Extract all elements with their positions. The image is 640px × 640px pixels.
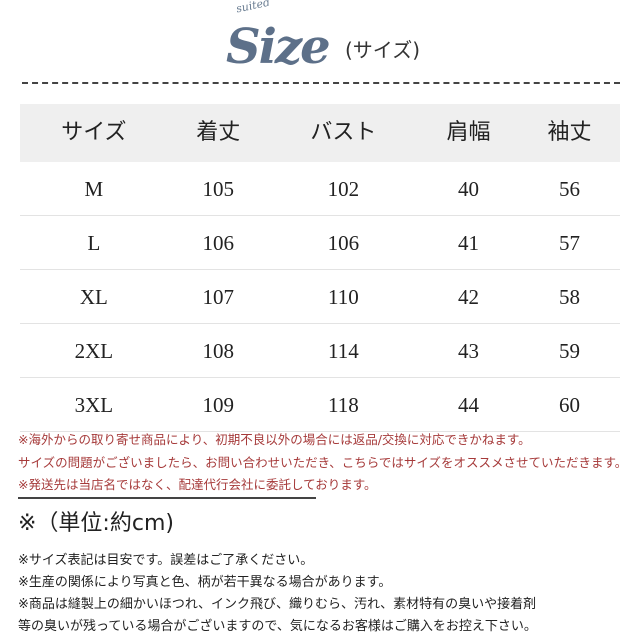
table-cell: XL: [20, 269, 168, 324]
table-cell: 105: [167, 162, 269, 216]
logo-size-text: Size: [226, 19, 331, 75]
header-cell: 肩幅: [418, 104, 519, 162]
header-cell: 袖丈: [518, 104, 620, 162]
table-cell: 109: [167, 377, 269, 432]
header-cell: サイズ: [20, 104, 168, 162]
table-row: M 105 102 40 56: [20, 162, 620, 216]
header-cell: 着丈: [167, 104, 269, 162]
divider: [18, 497, 316, 499]
warning-line: サイズの問題がございましたら、お問い合わせいただき、こちらではサイズをオススメさ…: [18, 455, 628, 470]
table-cell: 43: [418, 323, 519, 378]
table-header-row: サイズ 着丈 バスト 肩幅 袖丈: [20, 104, 620, 162]
table-cell: 60: [518, 377, 620, 432]
table-cell: 59: [518, 323, 620, 378]
table-row: 2XL 108 114 43 59: [20, 323, 620, 378]
table-cell: 106: [268, 215, 418, 270]
note-line: ※サイズ表記は目安です。誤差はご了承ください。: [18, 553, 314, 568]
table-cell: 40: [418, 162, 519, 216]
warning-line: ※海外からの取り寄せ商品により、初期不良以外の場合には返品/交換に対応できかねま…: [18, 432, 531, 447]
table-cell: 107: [167, 269, 269, 324]
table-cell: 118: [268, 377, 418, 432]
table-row: L 106 106 41 57: [20, 215, 620, 270]
header-cell: バスト: [268, 104, 418, 162]
logo-subtitle: (サイズ): [345, 38, 421, 62]
table-cell: 2XL: [20, 323, 168, 378]
table-cell: 58: [518, 269, 620, 324]
table-cell: 41: [418, 215, 519, 270]
table-cell: M: [20, 162, 168, 216]
unit-label: ※（単位:約cm): [18, 511, 174, 536]
logo-suited-text: suited: [234, 0, 272, 16]
table-cell: 44: [418, 377, 519, 432]
table-cell: 110: [268, 269, 418, 324]
dashed-divider: [22, 82, 620, 84]
table-row: 3XL 109 118 44 60: [20, 377, 620, 432]
table-row: XL 107 110 42 58: [20, 269, 620, 324]
table-cell: 102: [268, 162, 418, 216]
table-cell: L: [20, 215, 168, 270]
note-line: 等の臭いが残っている場合がございますので、気になるお客様はご購入をお控え下さい。: [18, 619, 537, 634]
table-cell: 3XL: [20, 377, 168, 432]
table-cell: 42: [418, 269, 519, 324]
table-cell: 114: [268, 323, 418, 378]
note-line: ※商品は縫製上の細かいほつれ、インク飛び、織りむら、汚れ、素材特有の臭いや接着剤: [18, 597, 537, 612]
table-cell: 57: [518, 215, 620, 270]
size-table: サイズ 着丈 バスト 肩幅 袖丈 M 105 102 40 56 L 106 106 41 57 X…: [20, 104, 620, 432]
table-cell: 106: [167, 215, 269, 270]
note-line: ※生産の関係により写真と色、柄が若干異なる場合があります。: [18, 575, 392, 590]
table-cell: 56: [518, 162, 620, 216]
table-cell: 108: [167, 323, 269, 378]
warning-line: ※発送先は当店名ではなく、配達代行会社に委託しております。: [18, 477, 377, 492]
